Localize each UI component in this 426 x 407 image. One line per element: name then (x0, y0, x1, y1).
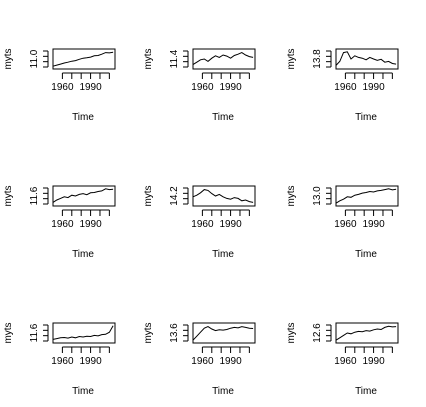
x-tick-label-1-1960: 1960 (51, 82, 74, 93)
x-axis-title-1: Time (72, 112, 94, 123)
y-tick-label-6: 13.0 (312, 186, 323, 206)
y-tick-label-3: 13.8 (312, 49, 323, 69)
x-tick-label-4-1960: 1960 (51, 219, 74, 230)
y-axis-title-4: myts (3, 185, 14, 206)
series-line-2 (192, 52, 254, 66)
x-axis-title-4: Time (72, 249, 94, 260)
plot-frame-6 (335, 185, 399, 207)
y-tick-label-5: 14.2 (169, 186, 180, 206)
x-tick-label-9-1990: 1990 (362, 356, 385, 367)
x-axis-title-9: Time (355, 386, 377, 397)
x-tick-label-7-1990: 1990 (79, 356, 102, 367)
y-tick-label-9: 12.6 (312, 323, 323, 343)
plot-frame-2 (192, 48, 256, 70)
y-tick-label-4: 11.6 (29, 186, 40, 205)
x-tick-label-1-1990: 1990 (79, 82, 102, 93)
plot-frame-4 (52, 185, 116, 207)
y-axis-title-3: myts (286, 48, 297, 69)
x-tick-label-6-1990: 1990 (362, 219, 385, 230)
x-axis-title-6: Time (355, 249, 377, 260)
plot-frame-3 (335, 48, 399, 70)
series-line-9 (335, 325, 397, 341)
x-tick-label-7-1960: 1960 (51, 356, 74, 367)
series-line-3 (335, 51, 397, 66)
y-tick-label-1: 11.0 (29, 49, 40, 68)
series-line-6 (335, 188, 397, 204)
x-tick-label-3-1960: 1960 (334, 82, 357, 93)
series-line-7 (52, 325, 114, 340)
y-tick-label-7: 11.6 (29, 323, 40, 342)
series-line-5 (192, 189, 254, 203)
plot-frame-5 (192, 185, 256, 207)
y-axis-title-5: myts (143, 185, 154, 206)
x-axis-title-7: Time (72, 386, 94, 397)
x-tick-label-2-1990: 1990 (219, 82, 242, 93)
plot-frame-8 (192, 322, 256, 344)
x-axis-title-5: Time (212, 249, 234, 260)
y-axis-title-2: myts (143, 48, 154, 69)
x-tick-label-4-1990: 1990 (79, 219, 102, 230)
x-tick-label-3-1990: 1990 (362, 82, 385, 93)
plot-frame-7 (52, 322, 116, 344)
x-tick-label-5-1960: 1960 (191, 219, 214, 230)
x-axis-title-2: Time (212, 112, 234, 123)
x-tick-label-6-1960: 1960 (334, 219, 357, 230)
x-tick-label-9-1960: 1960 (334, 356, 357, 367)
y-tick-label-8: 13.6 (169, 323, 180, 343)
y-tick-label-2: 11.4 (169, 49, 180, 68)
series-line-1 (52, 51, 114, 67)
x-tick-label-5-1990: 1990 (219, 219, 242, 230)
series-line-4 (52, 188, 114, 203)
y-axis-title-7: myts (3, 322, 14, 343)
series-line-8 (192, 326, 254, 341)
plot-frame-1 (52, 48, 116, 70)
y-axis-title-9: myts (286, 322, 297, 343)
x-tick-label-8-1960: 1960 (191, 356, 214, 367)
y-axis-title-8: myts (143, 322, 154, 343)
plot-frame-9 (335, 322, 399, 344)
x-axis-title-8: Time (212, 386, 234, 397)
x-tick-label-8-1990: 1990 (219, 356, 242, 367)
y-axis-title-1: myts (3, 48, 14, 69)
x-axis-title-3: Time (355, 112, 377, 123)
x-tick-label-2-1960: 1960 (191, 82, 214, 93)
y-axis-title-6: myts (286, 185, 297, 206)
